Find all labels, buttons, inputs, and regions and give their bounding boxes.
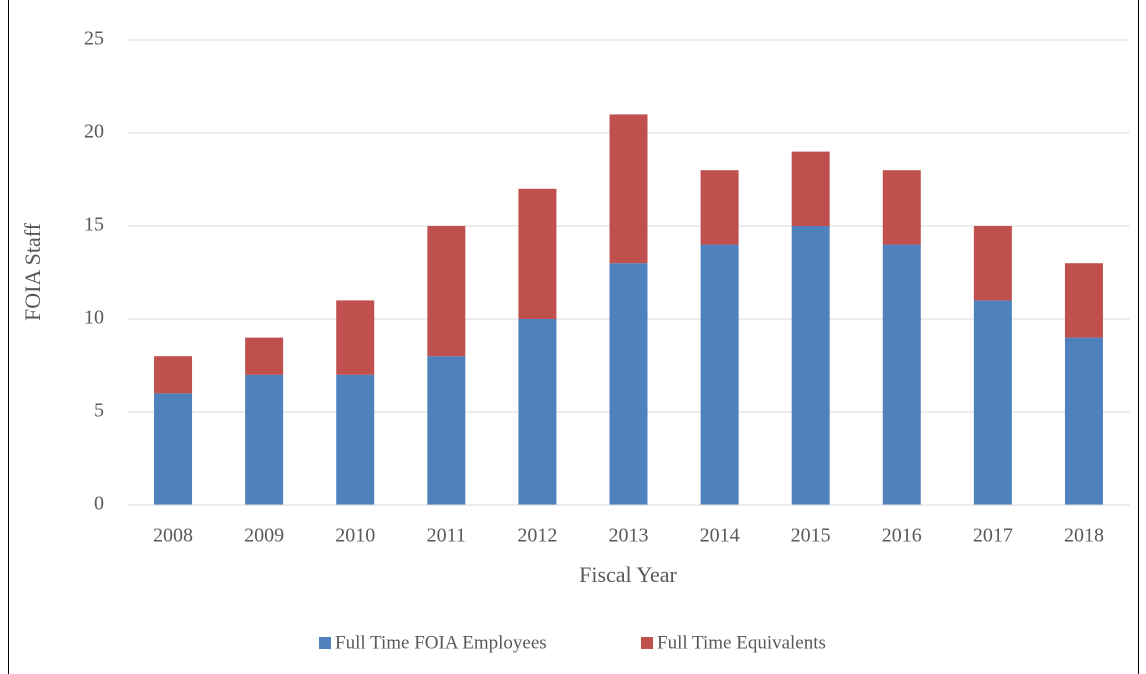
bar-segment	[154, 356, 193, 394]
bar-segment	[245, 337, 284, 375]
x-tick-label: 2012	[517, 525, 557, 547]
bar-segment	[609, 263, 648, 505]
bar-segment	[336, 300, 375, 375]
x-tick-label: 2016	[882, 525, 922, 547]
x-tick-label: 2008	[153, 525, 193, 547]
x-tick-label: 2010	[335, 525, 375, 547]
y-tick-label: 5	[94, 400, 104, 422]
bar-segment	[973, 300, 1012, 505]
bar-segment	[973, 226, 1012, 301]
bar-segment	[427, 226, 466, 357]
y-tick-label: 0	[94, 493, 104, 515]
bar-segment	[700, 244, 739, 505]
x-tick-label: 2009	[244, 525, 284, 547]
bar-segment	[1064, 263, 1103, 338]
x-axis-title: Fiscal Year	[579, 562, 677, 587]
bar-segment	[882, 170, 921, 245]
bar-segment	[336, 374, 375, 505]
legend-label: Full Time Equivalents	[657, 632, 826, 653]
bar-segment	[791, 226, 830, 505]
bar-segment	[154, 393, 193, 505]
x-tick-label: 2017	[973, 525, 1013, 547]
legend-swatch	[319, 637, 331, 649]
bar-segment	[427, 356, 466, 505]
chart-frame	[8, 0, 1139, 674]
y-tick-label: 10	[84, 307, 104, 329]
x-tick-label: 2014	[700, 525, 740, 547]
y-tick-label: 25	[84, 28, 104, 50]
x-tick-label: 2013	[609, 525, 649, 547]
legend-label: Full Time FOIA Employees	[335, 632, 547, 653]
x-tick-label: 2011	[427, 525, 466, 547]
bar-segment	[700, 170, 739, 245]
bar-segment	[791, 151, 830, 226]
y-tick-label: 15	[84, 214, 104, 236]
bar-segment	[518, 188, 557, 319]
legend-swatch	[641, 637, 653, 649]
bar-segment	[245, 374, 284, 505]
y-tick-label: 20	[84, 121, 104, 143]
y-axis-title: FOIA Staff	[20, 222, 45, 321]
x-tick-label: 2015	[791, 525, 831, 547]
x-tick-label: 2018	[1064, 525, 1104, 547]
bar-segment	[518, 319, 557, 505]
bar-segment	[882, 244, 921, 505]
bar-segment	[1064, 337, 1103, 505]
bar-segment	[609, 114, 648, 264]
